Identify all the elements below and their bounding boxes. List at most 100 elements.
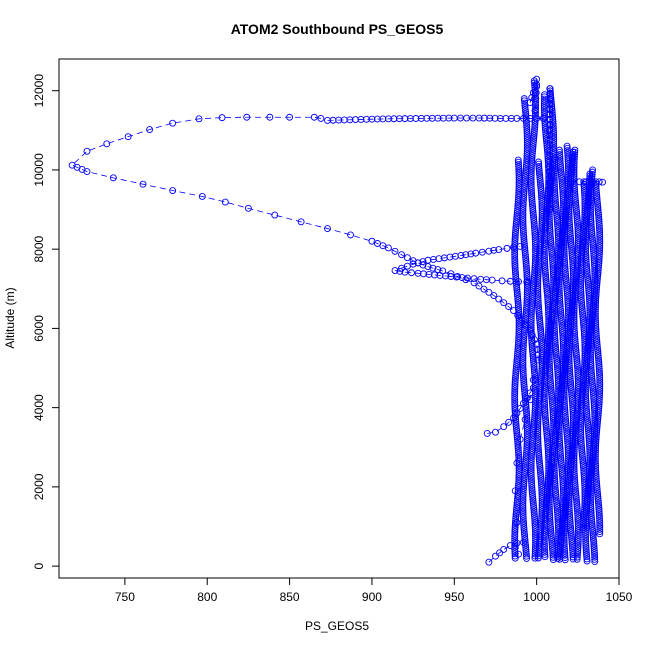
data-point [549,553,557,561]
data-point [534,301,542,309]
data-point [552,200,560,208]
data-point [505,303,513,311]
data-point [577,294,585,302]
data-point [596,228,604,236]
data-point [537,477,545,485]
data-point [582,529,589,536]
data-point [570,320,578,328]
data-point [556,157,564,165]
data-point [551,330,559,338]
data-point [550,460,558,468]
data-point [560,393,568,401]
data-point [574,544,582,552]
data-point [582,240,589,248]
data-point [519,198,527,206]
data-point [557,164,565,172]
data-point [587,206,594,213]
data-point [550,172,558,180]
data-point [541,258,549,266]
data-point [595,253,603,261]
data-point [560,534,568,542]
data-point [582,245,590,253]
data-point [557,456,565,464]
data-point [551,444,559,452]
data-point [595,501,603,509]
data-point [593,191,601,199]
data-point [583,405,590,413]
data-point [568,535,576,543]
data-point [540,243,548,250]
data-point [578,308,586,316]
data-point [542,423,550,431]
data-point [595,220,603,228]
data-point [588,168,596,176]
data-point [582,236,589,244]
data-point [531,86,539,94]
data-point [512,367,520,375]
data-point [511,259,519,267]
data-point [532,105,539,113]
data-point [594,490,602,498]
data-point [587,507,595,515]
data-point [511,539,519,547]
data-point [550,180,558,188]
data-point [538,492,546,500]
data-point [566,520,574,528]
data-point [593,481,601,489]
data-point [511,262,519,270]
data-point [541,115,549,123]
data-point [596,369,603,377]
data-point [512,420,520,428]
data-point [545,498,553,506]
data-point [545,208,553,216]
data-point [546,333,554,341]
data-point [139,180,147,188]
data-point [583,265,591,272]
data-point [540,106,548,114]
data-point [530,132,538,140]
data-point [553,502,561,510]
data-point [570,443,578,451]
data-point [551,332,559,340]
data-point [530,218,538,226]
data-point [587,474,595,482]
data-point [528,332,535,340]
data-point [548,395,556,403]
data-point [574,377,582,385]
data-point [528,488,536,496]
data-point [590,254,598,262]
data-point [536,393,544,401]
data-point [546,232,554,240]
data-point [565,357,573,365]
data-point [545,355,553,363]
data-point [514,440,522,448]
data-point [512,218,520,226]
data-point [582,249,590,257]
data-point [584,278,592,286]
data-point [556,450,564,458]
data-point [511,231,519,239]
data-point [511,248,519,256]
data-point [527,182,535,190]
data-point [529,147,537,155]
data-point [527,468,535,476]
data-point [596,237,604,245]
data-point [543,430,551,437]
data-point [515,312,523,320]
data-point [582,366,590,374]
data-point [530,358,538,366]
data-point [571,478,579,486]
data-point [592,446,599,454]
dense-profile [519,95,531,562]
data-point [595,367,603,375]
data-point [588,522,596,530]
data-point [570,153,578,161]
data-point [567,177,574,185]
data-point [570,316,578,323]
data-point [568,247,576,255]
data-point [548,393,556,401]
data-point [530,504,538,512]
data-point [521,246,529,254]
data-point [561,413,569,421]
data-point [571,148,579,156]
